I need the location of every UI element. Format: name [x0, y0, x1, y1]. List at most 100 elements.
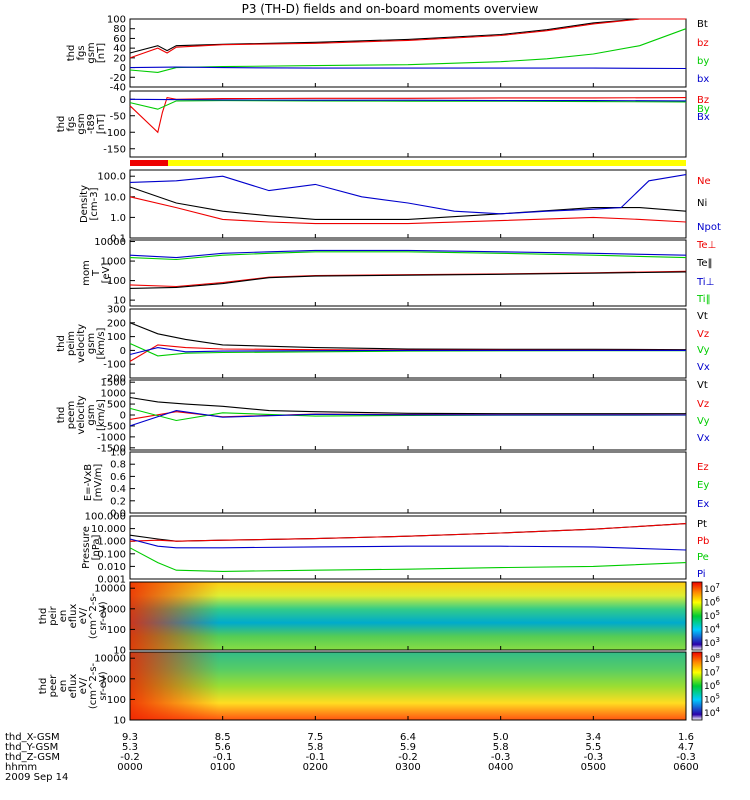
series-line-Ne [129, 196, 687, 225]
y-axis-label-line: en [58, 610, 69, 623]
y-tick-label: 100 [107, 276, 126, 287]
y-tick-label: -500 [103, 421, 126, 432]
y-tick-label: 40 [113, 44, 126, 55]
legend-Vt: Vt [697, 311, 708, 322]
y-axis-label-line: sr-eV) [98, 601, 109, 630]
y-tick-label: 10000 [94, 584, 126, 595]
ephem-row-label: thd_Z-GSM [5, 752, 60, 763]
colorbar-tick-label: 104 [704, 623, 720, 636]
series-line-Vt [129, 396, 686, 415]
legend-Ez: Ez [697, 462, 709, 473]
legend-by: by [697, 56, 709, 67]
y-tick-label: 200 [107, 318, 126, 329]
legend-Pb: Pb [697, 536, 709, 547]
spectrogram-fill [130, 582, 686, 650]
y-axis-label-line: en [58, 680, 69, 693]
y-axis-label-line: [nT] [96, 43, 107, 63]
y-axis-label-line: eV/ [78, 607, 89, 624]
y-axis-label-line: T [91, 269, 102, 277]
y-tick-label: 300 [107, 305, 126, 316]
legend-Ni: Ni [697, 198, 707, 209]
y-axis-label: thd fgs gsm [nT] [66, 42, 107, 63]
spectrogram-early-burst [130, 582, 219, 650]
legend-Ti‖: Ti‖ [696, 294, 711, 305]
y-tick-label: 100.0 [97, 172, 126, 183]
y-tick-label: 1000 [101, 604, 126, 615]
y-axis-label-line: eflux [68, 604, 79, 629]
series-line-Vt [129, 322, 687, 351]
series-line-Ti⊥ [129, 249, 687, 259]
y-axis-label-line: fgs [76, 45, 87, 60]
series-line-by [129, 28, 687, 73]
colorbar-tick-label: 105 [704, 693, 720, 706]
ephem-value: 4.7 [678, 742, 694, 753]
y-tick-label: -100 [103, 128, 126, 139]
panel-7: 1.00.80.60.40.2 0.0 E=-VxB [mV/m] Ez Ey Ex [83, 448, 709, 520]
colorbar [691, 581, 703, 651]
y-tick-label: 0.1 [110, 234, 126, 245]
legend-Bz: Bz [697, 95, 709, 106]
colorbar-tick-exponent: 5 [715, 609, 719, 617]
ephem-value: 0100 [210, 762, 235, 773]
mode-bar [130, 160, 686, 166]
colorbar-tick-exponent: 6 [715, 679, 720, 687]
y-tick-label: 10000 [94, 654, 126, 665]
panel-frame [129, 18, 687, 88]
y-axis-label-line: peir [48, 605, 59, 625]
y-axis-label-line: velocity [76, 395, 87, 434]
ephem-value: 7.5 [307, 732, 323, 743]
legend-Ey: Ey [697, 480, 709, 491]
colorbar-tick-label: 106 [704, 596, 720, 609]
y-axis-label-line: thd [66, 45, 77, 62]
series-line-Vx [129, 347, 686, 356]
y-axis-label: Pressure [nPa] [81, 526, 102, 569]
y-tick-label: -1000 [97, 432, 126, 443]
y-axis-label-line: Pressure [81, 526, 92, 569]
date-label: 2009 Sep 14 [5, 772, 68, 783]
y-axis-label-line: Density [79, 185, 90, 223]
ephem-value: 0400 [488, 762, 513, 773]
panel-frame [129, 169, 687, 239]
ephem-value: 5.9 [400, 742, 416, 753]
y-axis-label-line: thd [38, 678, 49, 695]
y-axis-label-line: (cm^2-s- [88, 592, 99, 639]
y-tick-label: 0 [120, 411, 126, 422]
y-axis-label: thd peim velocity gsm [km/s] [56, 324, 107, 363]
y-tick-label: 0.010 [97, 562, 126, 573]
y-tick-label: 100 [107, 15, 126, 26]
y-axis-label: thd peer en eflux eV/(cm^2-s-sr-eV) [38, 662, 109, 709]
ephem-value: -0.3 [584, 752, 604, 763]
ephem-value: 6.4 [400, 732, 416, 743]
colorbar-tick-exponent: 5 [715, 693, 719, 701]
y-tick-label: 0.001 [97, 575, 126, 586]
colorbar-tick-exponent: 4 [715, 623, 720, 631]
y-axis-label: thd fgs gsm -t89 [nT] [56, 113, 107, 134]
colorbar [691, 651, 703, 721]
y-axis-label-line: fgs [66, 116, 77, 131]
y-tick-label: 1000 [101, 674, 126, 685]
legend-Bt: Bt [697, 19, 708, 30]
ephem-value: 1.6 [678, 732, 694, 743]
y-tick-label: 1000 [101, 257, 126, 268]
legend-Vz: Vz [697, 399, 709, 410]
colorbar-tick-label: 105 [704, 609, 720, 622]
y-axis-label: Density [cm-3] [79, 185, 100, 223]
y-tick-label: 100 [107, 625, 126, 636]
y-axis-label-line: [nPa] [91, 534, 102, 560]
series-line-Pi [129, 538, 687, 551]
colorbar-tick-exponent: 8 [715, 652, 719, 660]
colorbar-tick-exponent: 6 [715, 596, 720, 604]
y-tick-label: -20 [110, 73, 126, 84]
colorbar-tick-label: 107 [704, 666, 720, 679]
legend-Vx: Vx [697, 433, 710, 444]
series-line-bx [129, 66, 687, 70]
y-tick-label: -150 [103, 144, 126, 155]
legend-Pt: Pt [697, 519, 707, 530]
legend-Pe: Pe [697, 552, 709, 563]
legend-Pi: Pi [697, 569, 706, 580]
y-tick-label: 0.100 [97, 549, 126, 560]
